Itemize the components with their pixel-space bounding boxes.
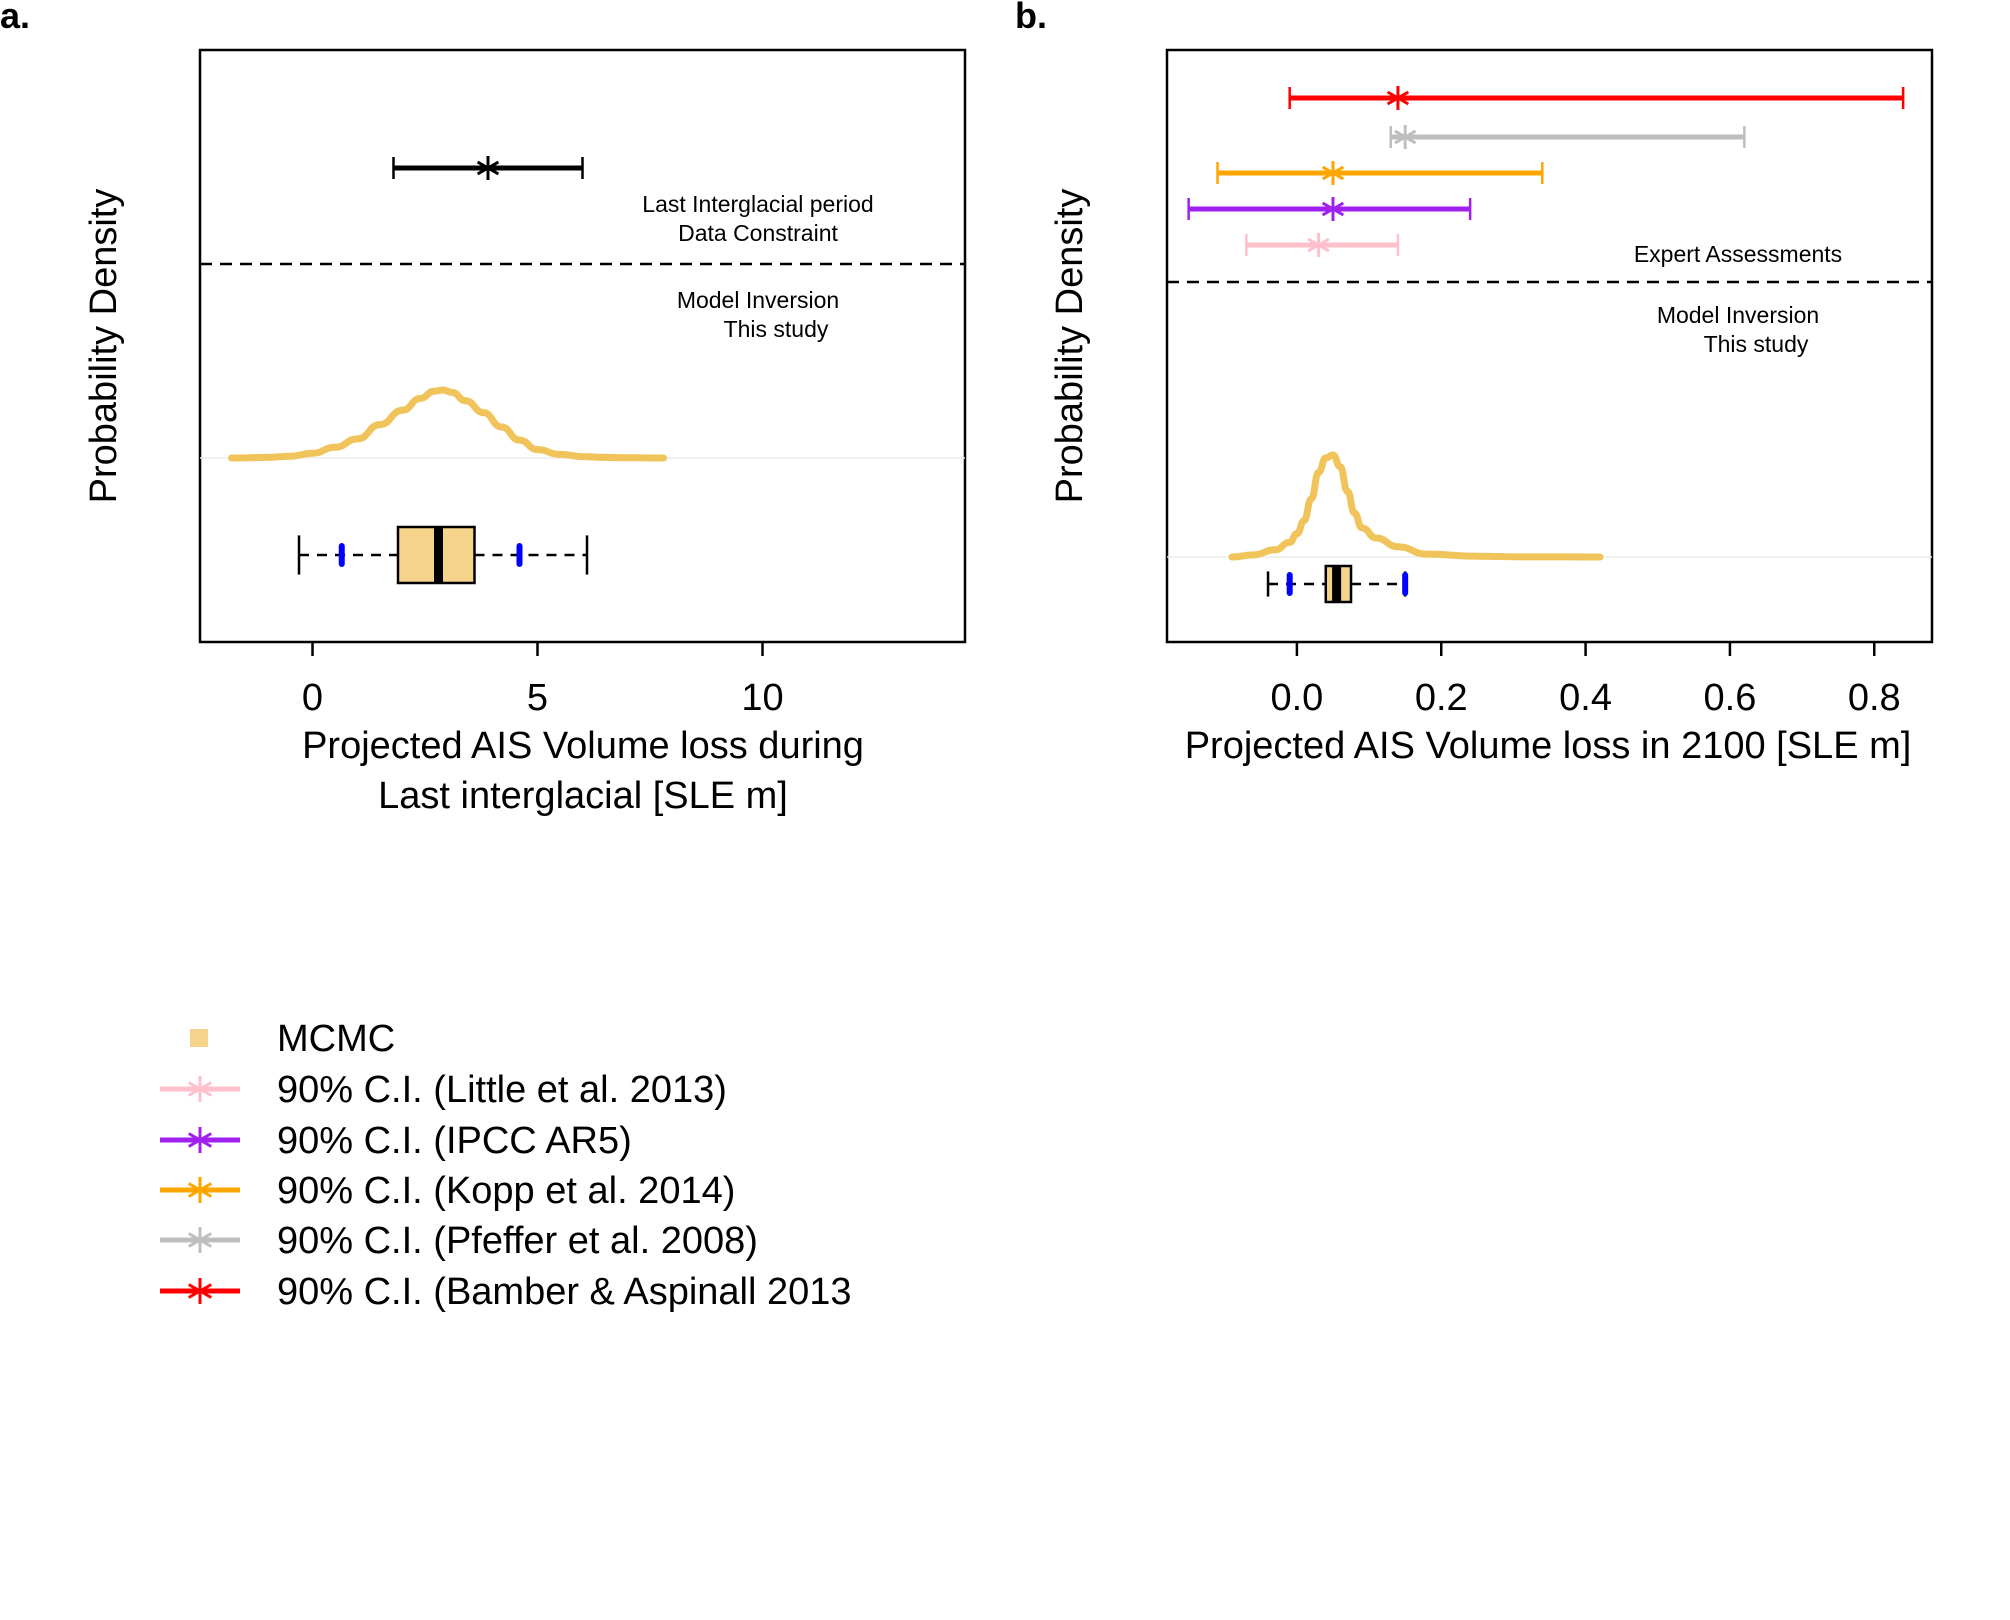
panel-b-upper-annotation: Expert Assessments bbox=[1634, 241, 1842, 267]
panel-a-constraint-interval-point-star bbox=[476, 156, 500, 180]
legend: MCMC 90% C.I. (Little et al. 2013) 90% C… bbox=[160, 1018, 852, 1313]
legend-symbol-mcmc bbox=[190, 1029, 208, 1047]
panel-b-interval-ipcc bbox=[1187, 197, 1472, 221]
panel-a-boxplot bbox=[297, 525, 589, 585]
legend-symbol-kopp bbox=[160, 1177, 240, 1203]
panel-a-label: a. bbox=[0, 0, 30, 36]
panel-a-x-axis-title-line-2: Last interglacial [SLE m] bbox=[378, 775, 788, 817]
panel-b-interval-pfeffer-point-star bbox=[1394, 125, 1417, 149]
panel-a-marks bbox=[228, 156, 667, 585]
panel-b-interval-bamber bbox=[1288, 86, 1905, 110]
legend-symbol-bamber bbox=[160, 1278, 240, 1304]
panel-a-upper-annotation-line-1: Last Interglacial period bbox=[642, 191, 873, 217]
panel-b-x-ticks bbox=[1295, 642, 1876, 656]
panel-a-tick-label-0: 0 bbox=[302, 677, 323, 719]
panel-b-interval-kopp-point-star bbox=[1321, 161, 1345, 185]
legend-symbol-kopp-star bbox=[187, 1177, 213, 1203]
panel-b-tick-label-2: 0.4 bbox=[1559, 677, 1612, 719]
panel-a-tick-label-2: 10 bbox=[741, 677, 783, 719]
panel-b-interval-little-point-star bbox=[1307, 233, 1330, 257]
panel-b-tick-label-4: 0.8 bbox=[1848, 677, 1901, 719]
legend-symbol-ipcc bbox=[160, 1127, 240, 1153]
panel-a-frame bbox=[198, 48, 967, 644]
legend-symbol-bamber-star bbox=[187, 1278, 213, 1304]
panel-b-tick-label-1: 0.2 bbox=[1415, 677, 1468, 719]
legend-symbol-little-star bbox=[187, 1076, 213, 1102]
panel-b-label: b. bbox=[1015, 0, 1047, 36]
panel-b-lower-annotation-line-1: Model Inversion bbox=[1657, 302, 1819, 328]
panel-b: b. 0.0 0.2 0.4 0.6 0.8 Projected AIS Vol… bbox=[1015, 0, 1934, 767]
panel-a: a. 0 5 10 Projected AIS Volume loss duri… bbox=[0, 0, 967, 817]
panel-b-marks bbox=[1187, 86, 1905, 604]
panel-b-interval-little bbox=[1245, 233, 1400, 257]
legend-label-pfeffer: 90% C.I. (Pfeffer et al. 2008) bbox=[277, 1220, 758, 1262]
panel-a-x-ticks bbox=[311, 642, 764, 656]
legend-label-ipcc: 90% C.I. (IPCC AR5) bbox=[277, 1120, 632, 1162]
panel-a-x-axis-title-line-1: Projected AIS Volume loss during bbox=[302, 725, 864, 767]
panel-b-frame bbox=[1165, 48, 1934, 644]
panel-b-interval-ipcc-point-star bbox=[1321, 197, 1345, 221]
panel-b-density-curve bbox=[1228, 451, 1604, 561]
panel-a-density-curve bbox=[228, 386, 667, 462]
legend-label-mcmc: MCMC bbox=[277, 1018, 395, 1060]
panel-a-y-axis-title: Probability Density bbox=[83, 189, 125, 504]
panel-a-upper-annotation-line-2: Data Constraint bbox=[678, 220, 838, 246]
panel-a-tick-label-1: 5 bbox=[527, 677, 548, 719]
panel-a-constraint-interval bbox=[392, 156, 584, 180]
panel-b-interval-kopp bbox=[1216, 161, 1544, 185]
legend-symbol-pfeffer bbox=[160, 1227, 240, 1253]
legend-symbols bbox=[160, 1029, 240, 1304]
legend-symbol-little bbox=[160, 1076, 240, 1102]
panel-a-lower-annotation-line-2: This study bbox=[724, 316, 829, 342]
legend-label-kopp: 90% C.I. (Kopp et al. 2014) bbox=[277, 1170, 735, 1212]
panel-b-interval-bamber-point-star bbox=[1386, 86, 1410, 110]
legend-label-bamber: 90% C.I. (Bamber & Aspinall 2013 bbox=[277, 1271, 852, 1313]
legend-symbol-pfeffer-star bbox=[187, 1227, 213, 1253]
legend-label-little: 90% C.I. (Little et al. 2013) bbox=[277, 1069, 727, 1111]
panel-a-lower-annotation-line-1: Model Inversion bbox=[677, 287, 839, 313]
panel-b-interval-pfeffer bbox=[1389, 125, 1746, 149]
panel-b-boxplot bbox=[1266, 564, 1409, 604]
panel-b-x-axis-title: Projected AIS Volume loss in 2100 [SLE m… bbox=[1185, 725, 1912, 767]
panel-b-tick-label-0: 0.0 bbox=[1270, 677, 1323, 719]
panel-b-tick-label-3: 0.6 bbox=[1704, 677, 1757, 719]
panel-b-lower-annotation-line-2: This study bbox=[1704, 331, 1809, 357]
panel-b-y-axis-title: Probability Density bbox=[1049, 189, 1091, 504]
legend-symbol-ipcc-star bbox=[187, 1127, 213, 1153]
